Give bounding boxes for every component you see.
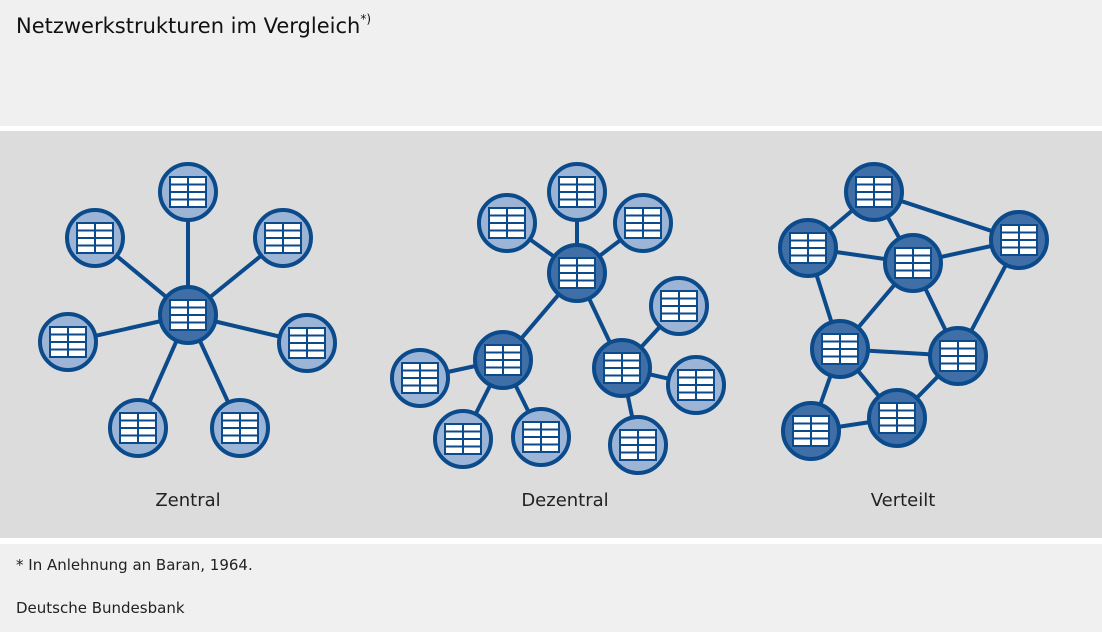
database-table-icon xyxy=(444,423,482,455)
database-table-icon xyxy=(677,369,715,401)
hub-node xyxy=(810,319,870,379)
peripheral-node xyxy=(649,276,709,336)
peripheral-node xyxy=(390,348,450,408)
database-table-icon xyxy=(660,290,698,322)
database-table-icon xyxy=(264,222,302,254)
database-table-icon xyxy=(488,207,526,239)
title-band: Netzwerkstrukturen im Vergleich*) xyxy=(0,0,1102,126)
database-table-icon xyxy=(792,415,830,447)
peripheral-node xyxy=(158,162,218,222)
peripheral-node xyxy=(547,162,607,222)
peripheral-node xyxy=(608,415,668,475)
network-verteilt xyxy=(778,162,1049,461)
label-dezentral: Dezentral xyxy=(521,490,609,511)
hub-node xyxy=(547,243,607,303)
database-table-icon xyxy=(401,362,439,394)
footer-band: * In Anlehnung an Baran, 1964. Deutsche … xyxy=(0,544,1102,632)
database-table-icon xyxy=(1000,224,1038,256)
footnote: * In Anlehnung an Baran, 1964. xyxy=(16,556,253,574)
hub-node xyxy=(158,285,218,345)
database-table-icon xyxy=(603,352,641,384)
hub-node xyxy=(867,388,927,448)
page-title: Netzwerkstrukturen im Vergleich*) xyxy=(16,12,372,38)
database-table-icon xyxy=(119,412,157,444)
hub-node xyxy=(989,210,1049,270)
database-table-icon xyxy=(624,207,662,239)
peripheral-node xyxy=(613,193,673,253)
database-table-icon xyxy=(522,421,560,453)
database-table-icon xyxy=(821,333,859,365)
database-table-icon xyxy=(894,247,932,279)
peripheral-node xyxy=(277,313,337,373)
peripheral-node xyxy=(38,312,98,372)
peripheral-node xyxy=(477,193,537,253)
hub-node xyxy=(883,233,943,293)
label-zentral: Zentral xyxy=(155,490,221,511)
database-table-icon xyxy=(878,402,916,434)
hub-node xyxy=(781,401,841,461)
database-table-icon xyxy=(619,429,657,461)
peripheral-node xyxy=(433,409,493,469)
database-table-icon xyxy=(49,326,87,358)
hub-node xyxy=(592,338,652,398)
hub-node xyxy=(928,326,988,386)
hub-node xyxy=(473,330,533,390)
peripheral-node xyxy=(253,208,313,268)
database-table-icon xyxy=(939,340,977,372)
source: Deutsche Bundesbank xyxy=(16,599,185,617)
peripheral-node xyxy=(65,208,125,268)
database-table-icon xyxy=(288,327,326,359)
database-table-icon xyxy=(789,232,827,264)
title-footnote-mark: *) xyxy=(360,12,372,26)
peripheral-node xyxy=(108,398,168,458)
database-table-icon xyxy=(221,412,259,444)
database-table-icon xyxy=(558,176,596,208)
network-zentral xyxy=(38,162,337,458)
database-table-icon xyxy=(855,176,893,208)
database-table-icon xyxy=(169,176,207,208)
title-text: Netzwerkstrukturen im Vergleich xyxy=(16,14,361,38)
label-verteilt: Verteilt xyxy=(870,490,936,511)
hub-node xyxy=(844,162,904,222)
hub-node xyxy=(778,218,838,278)
network-dezentral xyxy=(390,162,726,475)
database-table-icon xyxy=(169,299,207,331)
database-table-icon xyxy=(76,222,114,254)
database-table-icon xyxy=(484,344,522,376)
database-table-icon xyxy=(558,257,596,289)
peripheral-node xyxy=(666,355,726,415)
peripheral-node xyxy=(511,407,571,467)
peripheral-node xyxy=(210,398,270,458)
